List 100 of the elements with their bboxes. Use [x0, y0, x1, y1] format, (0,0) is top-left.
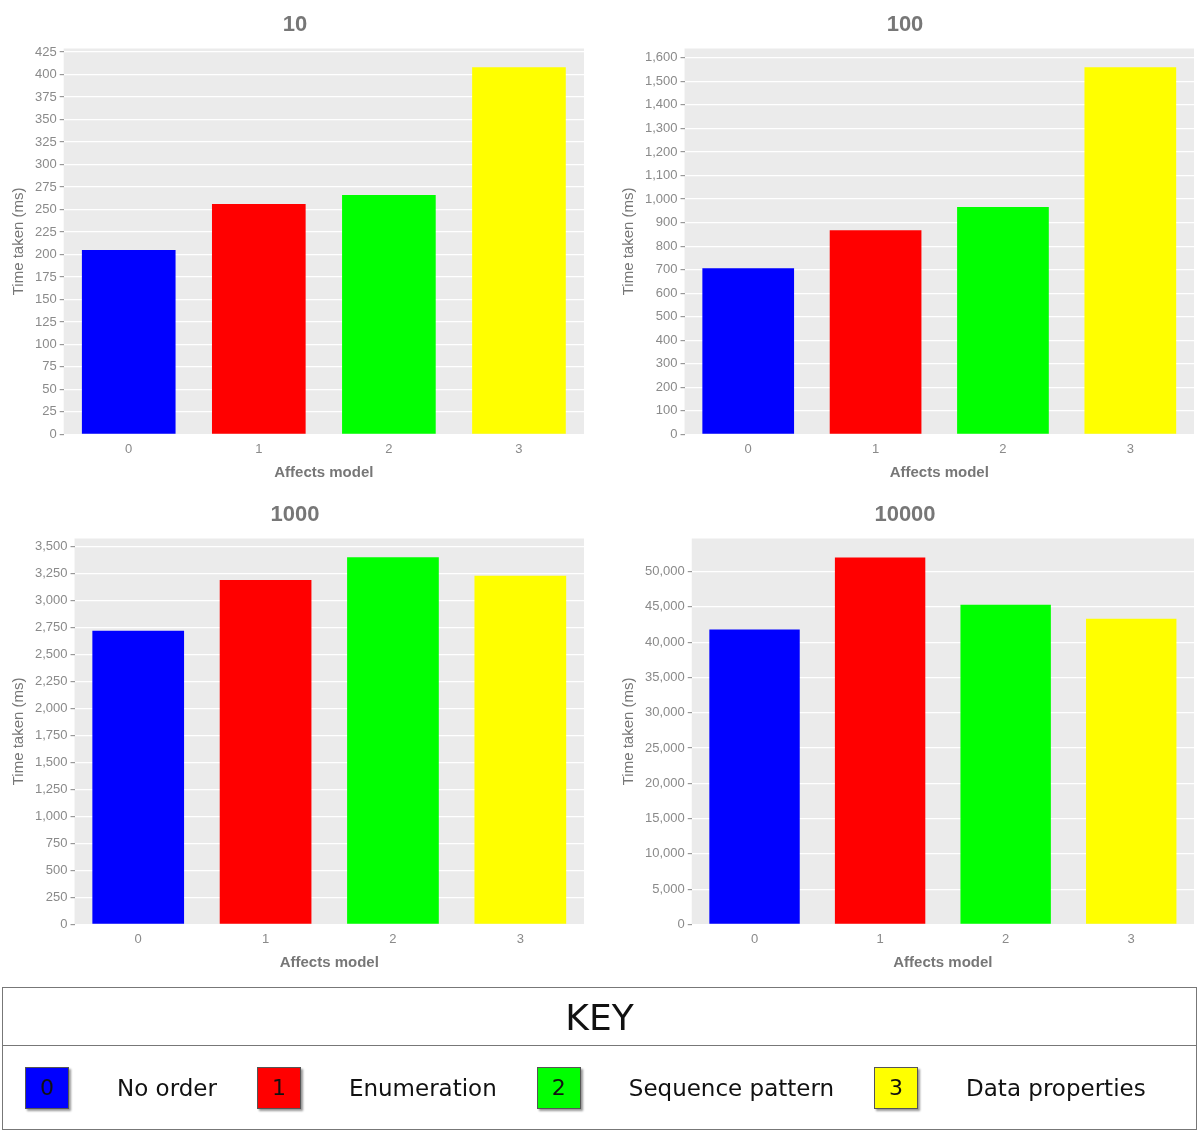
y-tick-label: 0: [677, 915, 685, 931]
y-axis-title: Time taken (ms): [9, 677, 27, 786]
x-tick-label: 3: [516, 930, 524, 946]
y-tick-label: 1,400: [644, 96, 678, 112]
y-tick-label: 2,250: [34, 673, 68, 689]
y-tick-label: 1,000: [34, 808, 68, 824]
bar: [219, 579, 312, 924]
chart-title: 100: [886, 11, 924, 37]
y-axis-title: Time taken (ms): [9, 187, 27, 296]
bar: [474, 575, 567, 924]
y-tick-label: 150: [34, 291, 57, 307]
y-axis-title: Time taken (ms): [619, 677, 637, 786]
y-axis-title: Time taken (ms): [619, 187, 637, 296]
y-tick-label: 2,500: [34, 646, 68, 662]
y-tick-label: 0: [60, 915, 68, 931]
bar: [347, 557, 439, 924]
y-tick-label: 1,000: [644, 190, 678, 206]
text: Sequence pattern: [628, 1075, 835, 1101]
y-tick-label: 750: [45, 835, 68, 850]
text: Data properties: [966, 1075, 1146, 1101]
y-tick-label: 40,000: [645, 633, 685, 649]
y-tick-label: 25: [42, 403, 57, 419]
text: 2: [536, 1067, 581, 1109]
y-tick-label: 5,000: [652, 880, 685, 896]
bar: [1086, 618, 1177, 924]
x-tick-label: 0: [125, 440, 133, 456]
x-tick-label: 2: [1002, 930, 1010, 946]
bar: [834, 557, 926, 924]
y-tick-label: 175: [34, 268, 57, 284]
y-tick-label: 1,750: [34, 727, 68, 743]
y-tick-label: 50: [42, 380, 57, 396]
y-tick-label: 400: [34, 66, 57, 82]
bar: [829, 230, 922, 434]
x-tick-label: 0: [750, 930, 759, 946]
bar: [472, 67, 566, 434]
y-tick-label: 1,250: [34, 781, 68, 797]
y-tick-label: 35,000: [645, 668, 685, 684]
y-tick-label: 400: [655, 331, 678, 347]
bar: [92, 630, 185, 924]
y-tick-label: 275: [34, 178, 57, 194]
y-tick-label: 1,600: [644, 49, 678, 65]
y-tick-label: 325: [34, 133, 57, 149]
x-axis-title: Affects model: [889, 463, 989, 481]
y-tick-label: 15,000: [645, 810, 685, 826]
y-tick-label: 50,000: [645, 563, 685, 579]
x-tick-label: 3: [1127, 930, 1135, 946]
bar: [342, 195, 436, 434]
x-axis-title: Affects model: [893, 953, 993, 971]
bar: [957, 207, 1049, 434]
bar: [1084, 67, 1177, 434]
y-tick-label: 25,000: [645, 739, 685, 755]
y-tick-label: 125: [34, 313, 57, 329]
text: 3: [874, 1067, 919, 1109]
y-tick-label: 600: [655, 284, 678, 300]
x-tick-label: 2: [999, 440, 1007, 456]
bar: [960, 604, 1051, 924]
x-tick-label: 3: [515, 440, 523, 456]
y-tick-label: 200: [34, 246, 57, 262]
chart-title: 10: [282, 11, 308, 37]
y-tick-label: 45,000: [645, 598, 685, 614]
y-tick-label: 0: [49, 425, 57, 441]
bar: [702, 268, 795, 434]
x-tick-label: 2: [389, 930, 397, 946]
x-axis-title: Affects model: [274, 463, 374, 481]
x-tick-label: 3: [1126, 440, 1134, 456]
y-tick-label: 250: [34, 201, 57, 217]
y-tick-label: 1,500: [644, 72, 678, 88]
text: No order: [117, 1075, 217, 1101]
y-tick-label: 30,000: [645, 704, 685, 720]
x-tick-label: 2: [385, 440, 393, 456]
text: Enumeration: [348, 1075, 497, 1101]
text: 1: [256, 1067, 301, 1109]
y-tick-label: 300: [34, 156, 57, 172]
y-tick-label: 425: [34, 43, 57, 59]
y-tick-label: 225: [34, 223, 57, 239]
y-tick-label: 250: [45, 888, 68, 904]
y-tick-label: 800: [655, 237, 678, 253]
y-tick-label: 700: [655, 261, 678, 277]
chart-title: 1000: [270, 501, 320, 527]
y-tick-label: 10,000: [645, 845, 685, 861]
text: KEY: [3, 988, 1196, 1046]
x-tick-label: 1: [876, 930, 884, 946]
bar: [709, 629, 800, 924]
y-tick-label: 1,200: [644, 143, 678, 159]
y-tick-label: 2,000: [34, 700, 68, 716]
y-tick-label: 3,500: [34, 538, 68, 554]
y-tick-label: 500: [655, 308, 678, 324]
y-tick-label: 0: [670, 425, 678, 441]
x-tick-label: 1: [871, 440, 880, 456]
y-tick-label: 2,750: [34, 619, 68, 635]
bar: [211, 204, 306, 434]
y-tick-label: 1,100: [644, 167, 678, 183]
bar: [81, 249, 176, 434]
x-tick-label: 1: [255, 440, 263, 456]
x-axis-title: Affects model: [279, 953, 379, 971]
y-tick-label: 1,500: [34, 754, 68, 770]
y-tick-label: 20,000: [645, 774, 685, 790]
y-tick-label: 100: [34, 336, 57, 351]
y-tick-label: 500: [45, 861, 68, 877]
y-tick-label: 75: [42, 358, 57, 374]
